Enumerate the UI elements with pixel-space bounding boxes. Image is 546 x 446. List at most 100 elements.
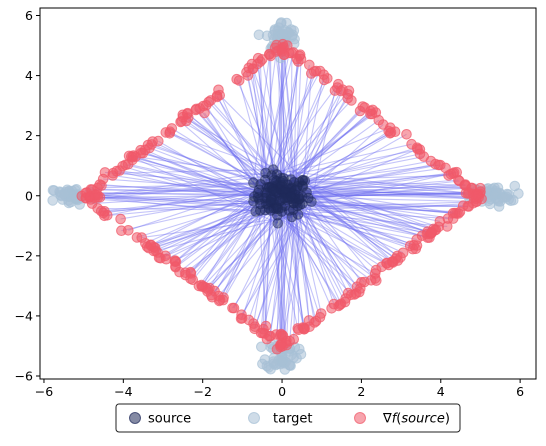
gradient-line bbox=[298, 192, 470, 198]
gradient-line bbox=[286, 97, 349, 189]
gradient-line bbox=[288, 198, 304, 328]
gradient-line bbox=[282, 184, 477, 200]
gradient-line bbox=[89, 174, 272, 198]
gradient-line bbox=[293, 203, 310, 321]
gradient-line bbox=[297, 205, 300, 330]
gradient-line bbox=[90, 180, 277, 201]
gradient-line bbox=[266, 187, 341, 306]
gradient-line bbox=[270, 45, 288, 188]
gradient-point bbox=[411, 240, 423, 251]
gradient-line bbox=[302, 186, 481, 189]
gradient-line bbox=[278, 55, 301, 190]
gradient-point bbox=[318, 74, 330, 86]
gradient-line bbox=[136, 196, 267, 238]
target-point bbox=[253, 29, 265, 41]
gradient-line bbox=[306, 191, 437, 231]
target-point bbox=[256, 341, 267, 353]
gradient-line bbox=[252, 68, 300, 199]
gradient-line bbox=[265, 70, 321, 174]
gradient-line bbox=[151, 143, 274, 190]
gradient-line bbox=[267, 203, 372, 281]
gradient-line bbox=[273, 168, 431, 235]
gradient-line bbox=[298, 196, 457, 214]
gradient-line bbox=[120, 191, 277, 220]
gradient-line bbox=[280, 185, 466, 202]
gradient-point bbox=[193, 280, 205, 292]
gradient-point bbox=[470, 189, 482, 201]
gradient-line bbox=[285, 192, 417, 250]
gradient-line bbox=[306, 191, 474, 199]
gradient-point bbox=[115, 213, 126, 225]
gradient-line bbox=[99, 196, 277, 206]
gradient-line bbox=[276, 143, 412, 175]
gradient-point bbox=[463, 201, 475, 212]
gradient-point bbox=[228, 302, 240, 314]
gradient-line bbox=[179, 198, 272, 273]
gradient-line bbox=[223, 196, 272, 298]
gradient-point bbox=[191, 103, 202, 115]
gradient-line bbox=[302, 186, 393, 263]
gradient-line bbox=[270, 209, 417, 241]
gradient-point bbox=[211, 91, 223, 103]
gradient-line bbox=[92, 189, 278, 194]
gradient-line bbox=[150, 205, 286, 246]
target-point bbox=[268, 356, 279, 367]
gradient-point bbox=[233, 75, 245, 86]
gradient-point bbox=[367, 104, 379, 116]
gradient-point bbox=[447, 168, 459, 179]
target-point bbox=[59, 188, 70, 200]
gradient-point bbox=[315, 308, 327, 319]
gradient-line bbox=[210, 211, 283, 296]
gradient-point bbox=[122, 159, 134, 170]
x-tick-label: 0 bbox=[278, 384, 286, 399]
gradient-line bbox=[187, 112, 274, 191]
gradient-line bbox=[264, 209, 376, 275]
gradient-line bbox=[182, 116, 300, 183]
gradient-line bbox=[204, 112, 269, 205]
gradient-line bbox=[257, 58, 268, 188]
gradient-point bbox=[304, 59, 315, 71]
target-point bbox=[499, 192, 510, 203]
gradient-line bbox=[132, 159, 266, 194]
x-tick-label: 6 bbox=[516, 384, 524, 399]
gradient-line bbox=[209, 214, 278, 289]
gradient-line bbox=[301, 196, 362, 283]
gradient-line bbox=[290, 188, 355, 295]
gradient-line bbox=[301, 203, 377, 271]
gradient-line bbox=[283, 191, 481, 199]
gradient-line bbox=[107, 180, 284, 216]
gradient-line bbox=[283, 180, 472, 189]
gradient-line bbox=[112, 168, 274, 174]
y-tick-label: 2 bbox=[25, 128, 33, 143]
gradient-line bbox=[135, 156, 284, 179]
gradient-point bbox=[387, 257, 399, 268]
source-point bbox=[260, 167, 272, 179]
gradient-line bbox=[310, 90, 336, 202]
gradient-line bbox=[273, 207, 361, 289]
gradient-point bbox=[365, 275, 377, 286]
gradient-point bbox=[383, 125, 395, 137]
gradient-line bbox=[290, 53, 293, 197]
gradient-line bbox=[174, 189, 260, 263]
gradient-line bbox=[232, 214, 299, 309]
gradient-line bbox=[285, 119, 380, 189]
gradient-line bbox=[261, 59, 289, 193]
legend-label: source bbox=[148, 412, 191, 427]
source-point bbox=[294, 193, 305, 205]
gradient-point bbox=[99, 206, 110, 217]
gradient-line bbox=[299, 164, 441, 183]
gradient-line bbox=[281, 184, 428, 233]
gradient-point bbox=[160, 127, 172, 138]
source-point bbox=[252, 187, 264, 199]
gradient-line bbox=[132, 156, 288, 201]
gradient-line bbox=[280, 201, 313, 346]
gradient-line bbox=[307, 197, 377, 281]
gradient-line bbox=[219, 94, 306, 182]
gradient-line bbox=[149, 147, 268, 194]
gradient-line bbox=[282, 205, 299, 336]
gradient-line bbox=[128, 180, 277, 231]
gradient-line bbox=[240, 209, 294, 319]
gradient-line bbox=[85, 192, 286, 196]
gradient-line bbox=[297, 94, 349, 187]
source-points bbox=[248, 164, 317, 229]
